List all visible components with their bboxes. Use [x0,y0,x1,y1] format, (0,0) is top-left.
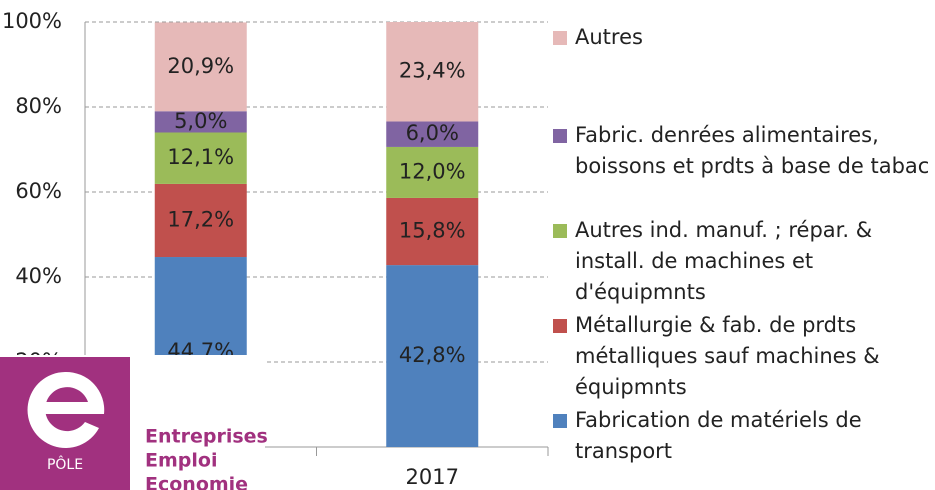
data-label: 12,0% [399,159,466,183]
data-label: 20,9% [167,54,234,78]
logo-line: Entreprises [145,426,268,448]
legend-swatch [553,129,567,143]
legend-label: Fabrication de matériels de transport [575,408,862,463]
legend-swatch [553,414,567,428]
data-label: 5,0% [174,109,227,133]
bar-segment [386,197,479,266]
x-tick-label: 2017 [406,465,459,489]
logo-line: Emploi [145,450,217,472]
data-label: 23,4% [399,59,466,83]
y-tick-label: 60% [15,179,62,203]
y-tick-label: 80% [15,94,62,118]
bar-segment [386,265,479,447]
bar-segment [386,121,479,147]
y-tick-label: 100% [2,9,62,33]
bar-segment [386,146,479,198]
legend-swatch [553,319,567,333]
data-label: 42,8% [399,343,466,367]
data-label: 15,8% [399,219,466,243]
bar-segment [154,111,247,133]
bar-segment [154,22,247,112]
bar-segment [154,183,247,258]
legend-label: Autres ind. manuf. ; répar. & install. d… [575,218,873,304]
legend-label: Fabric. denrées alimentaires, boissons e… [575,123,930,178]
logo-badge-text: PÔLE [47,455,83,473]
y-tick-label: 40% [15,264,62,288]
data-label: 17,2% [167,207,234,231]
legend-swatch [553,224,567,238]
logo-e [27,371,105,448]
logo-line: Economie [145,474,248,490]
data-label: 6,0% [406,121,459,145]
bar-segment [386,22,479,122]
legend-label: Autres [575,25,643,49]
data-label: 12,1% [167,145,234,169]
legend-swatch [553,31,567,45]
bar-segment [154,132,247,184]
legend-label: Métallurgie & fab. de prdts métalliques … [575,313,880,399]
